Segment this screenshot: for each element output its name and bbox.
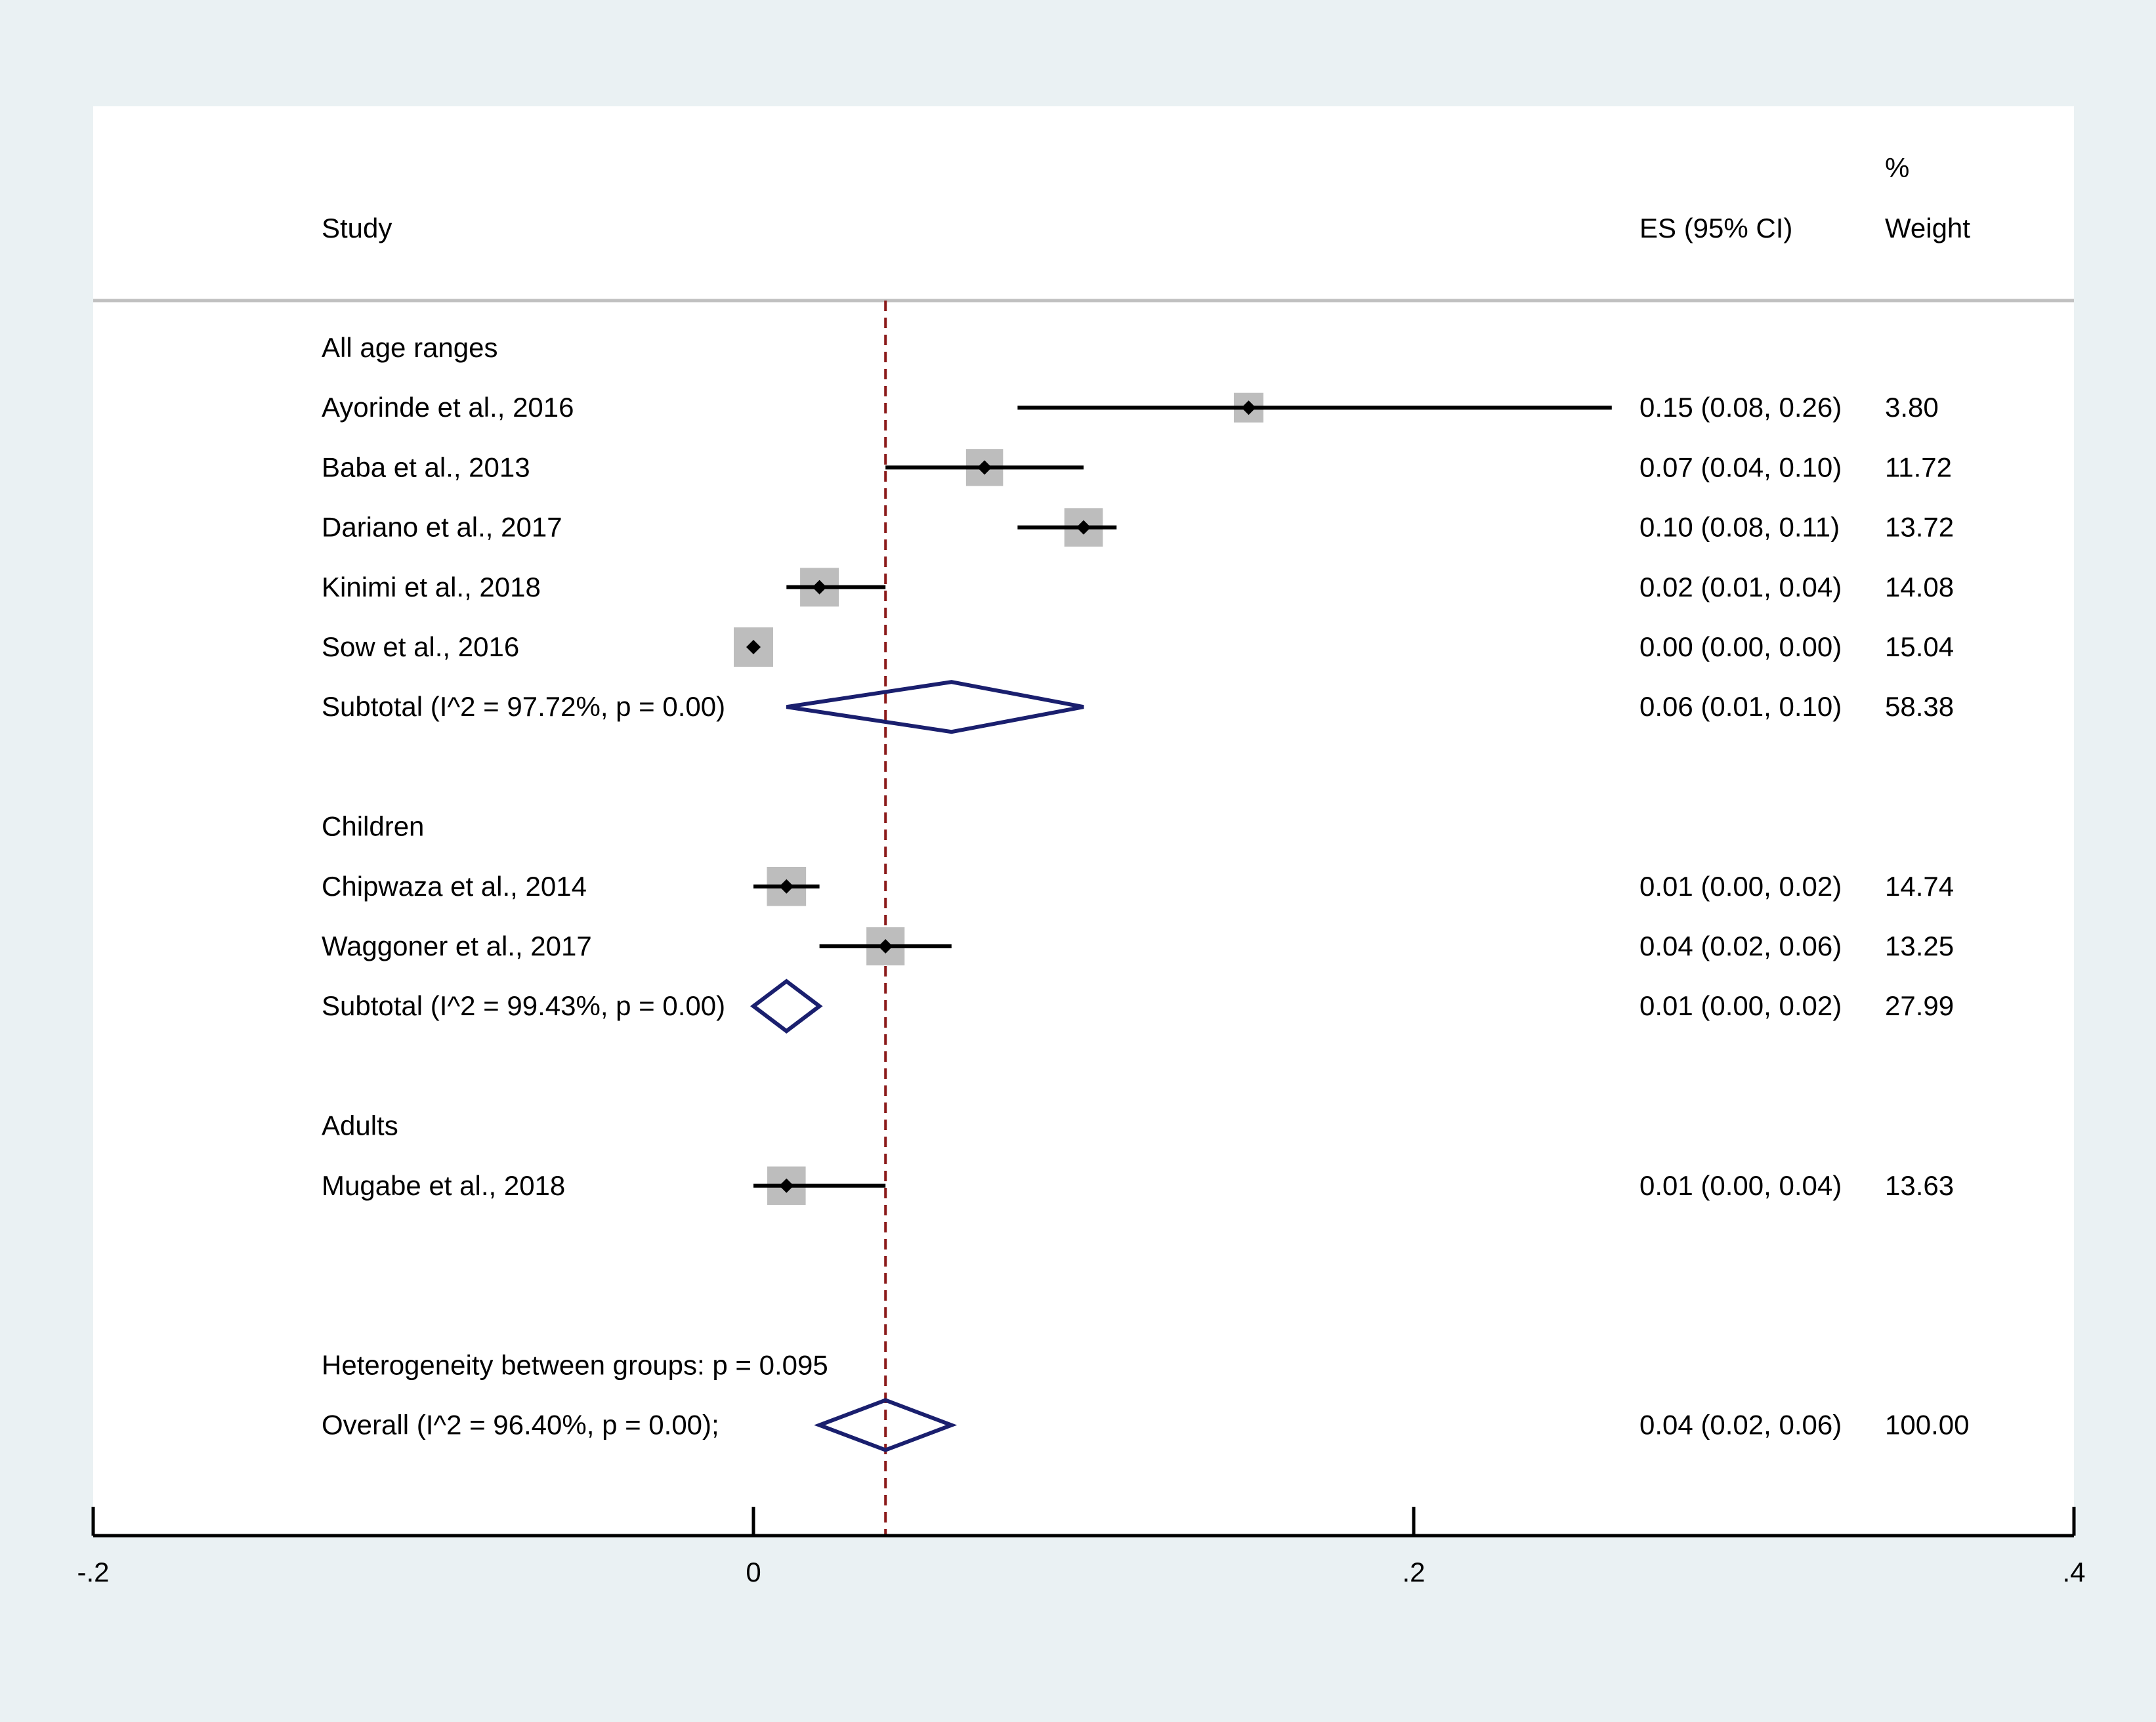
weight-value: 14.08 <box>1885 572 1954 602</box>
point-estimate <box>812 579 827 595</box>
row-group: All age ranges <box>322 332 498 363</box>
weight-value: 27.99 <box>1885 990 1954 1021</box>
overall-diamond <box>814 1398 958 1452</box>
row-label: Overall (I^2 = 96.40%, p = 0.00); <box>322 1410 719 1440</box>
weight-value: 13.25 <box>1885 931 1954 961</box>
row-group: Children <box>322 811 424 842</box>
x-axis: -.2 0 .2 .4 <box>77 1507 2086 1587</box>
row-study: Waggoner et al., 2017 0.04 (0.02, 0.06) 13… <box>322 927 1954 966</box>
row-group: Adults <box>322 1110 398 1141</box>
row-subtotal: Subtotal (I^2 = 99.43%, p = 0.00) 0.01 (0… <box>322 978 1954 1034</box>
es-ci-value: 0.07 (0.04, 0.10) <box>1639 452 1842 482</box>
row-study: Ayorinde et al., 2016 0.15 (0.08, 0.26) 3.… <box>322 392 1939 423</box>
plot-background <box>93 106 2074 1536</box>
es-ci-value: 0.06 (0.01, 0.10) <box>1639 691 1842 722</box>
point-estimate <box>779 1178 794 1193</box>
es-ci-value: 0.01 (0.00, 0.02) <box>1639 990 1842 1021</box>
es-ci-value: 0.00 (0.00, 0.00) <box>1639 631 1842 662</box>
row-subtotal: Subtotal (I^2 = 97.72%, p = 0.00) 0.06 (0… <box>322 680 1954 734</box>
row-label: Ayorinde et al., 2016 <box>322 392 574 423</box>
point-estimate <box>878 939 893 954</box>
row-label: Baba et al., 2013 <box>322 452 530 482</box>
row-label: Adults <box>322 1110 398 1141</box>
row-label: Heterogeneity between groups: p = 0.095 <box>322 1349 828 1380</box>
point-estimate <box>977 460 992 475</box>
row-label: Subtotal (I^2 = 99.43%, p = 0.00) <box>322 990 725 1021</box>
row-study: Baba et al., 2013 0.07 (0.04, 0.10) 11.72 <box>322 449 1952 486</box>
weight-value: 14.74 <box>1885 871 1954 902</box>
row-label: Kinimi et al., 2018 <box>322 572 541 602</box>
es-ci-value: 0.04 (0.02, 0.06) <box>1639 931 1842 961</box>
point-estimate <box>746 640 761 654</box>
row-label: Subtotal (I^2 = 97.72%, p = 0.00) <box>322 691 725 722</box>
es-ci-value: 0.02 (0.01, 0.04) <box>1639 572 1842 602</box>
x-tick-label: .4 <box>2062 1557 2085 1587</box>
header-weight-pct: % <box>1885 152 1909 183</box>
forest-rows: All age ranges Ayorinde et al., 2016 0.15 … <box>322 301 1969 1536</box>
header-es: ES (95% CI) <box>1639 213 1792 243</box>
weight-value: 15.04 <box>1885 631 1954 662</box>
subtotal-diamond <box>786 680 1084 734</box>
es-ci-value: 0.10 (0.08, 0.11) <box>1639 512 1840 543</box>
weight-value: 11.72 <box>1885 452 1952 482</box>
es-ci-value: 0.01 (0.00, 0.02) <box>1639 871 1842 902</box>
header-study: Study <box>322 213 392 243</box>
header-weight: Weight <box>1885 213 1970 243</box>
row-label: Children <box>322 811 424 842</box>
weight-value: 13.72 <box>1885 512 1954 543</box>
row-study: Sow et al., 2016 0.00 (0.00, 0.00) 15.04 <box>322 627 1954 667</box>
row-note: Heterogeneity between groups: p = 0.095 <box>322 1349 828 1380</box>
row-overall: Overall (I^2 = 96.40%, p = 0.00); 0.04 (0… <box>322 1398 1969 1452</box>
row-study: Chipwaza et al., 2014 0.01 (0.00, 0.02) 14… <box>322 866 1954 906</box>
x-tick-label: 0 <box>746 1557 761 1587</box>
point-estimate <box>1076 520 1091 535</box>
row-label: Mugabe et al., 2018 <box>322 1170 565 1201</box>
point-estimate <box>1241 400 1256 415</box>
x-tick-label: -.2 <box>77 1557 109 1587</box>
row-label: All age ranges <box>322 332 498 363</box>
weight-value: 100.00 <box>1885 1410 1969 1440</box>
row-study: Kinimi et al., 2018 0.02 (0.01, 0.04) 14.0… <box>322 568 1954 607</box>
row-label: Chipwaza et al., 2014 <box>322 871 587 902</box>
row-label: Dariano et al., 2017 <box>322 512 562 543</box>
row-label: Sow et al., 2016 <box>322 631 519 662</box>
row-study: Dariano et al., 2017 0.10 (0.08, 0.11) 13.… <box>322 508 1954 547</box>
x-tick-label: .2 <box>1402 1557 1425 1587</box>
weight-value: 58.38 <box>1885 691 1954 722</box>
weight-value: 3.80 <box>1885 392 1939 423</box>
subtotal-diamond <box>750 978 823 1034</box>
row-study: Mugabe et al., 2018 0.01 (0.00, 0.04) 13.6… <box>322 1166 1954 1206</box>
es-ci-value: 0.04 (0.02, 0.06) <box>1639 1410 1842 1440</box>
point-estimate <box>779 879 794 894</box>
weight-value: 13.63 <box>1885 1170 1954 1201</box>
row-label: Waggoner et al., 2017 <box>322 931 592 961</box>
es-ci-value: 0.15 (0.08, 0.26) <box>1639 392 1842 423</box>
es-ci-value: 0.01 (0.00, 0.04) <box>1639 1170 1842 1201</box>
